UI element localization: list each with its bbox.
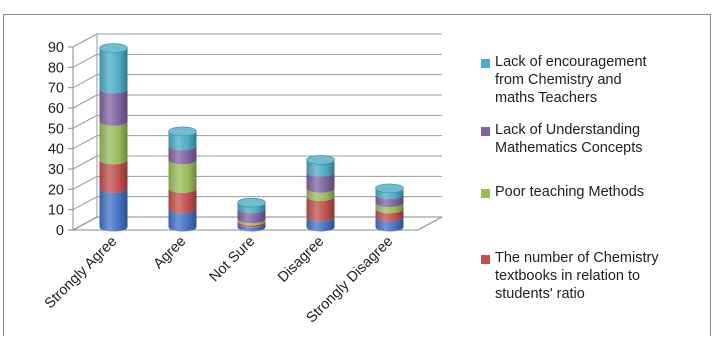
bar-segment	[375, 208, 404, 222]
bar-segment	[237, 218, 266, 226]
y-tick-label: 90	[48, 40, 64, 56]
legend-swatch-encouragement	[481, 59, 490, 68]
gridline-side	[72, 135, 98, 150]
x-tick-label: Agree	[151, 234, 190, 273]
gridline-side	[72, 175, 98, 190]
bar-segment	[168, 131, 197, 151]
bar-segment	[99, 159, 128, 193]
bar-segment	[306, 188, 335, 201]
gridline-side	[72, 53, 98, 68]
bar-segment	[237, 222, 266, 232]
y-tick-label: 60	[48, 101, 64, 117]
legend-label-teaching-methods: Poor teaching Methods	[495, 184, 645, 200]
bar-segment	[375, 202, 404, 214]
bar-segment	[306, 172, 335, 193]
legend-swatch-math-concepts	[481, 127, 490, 136]
legend-label-math-concepts: Lack of Understanding Mathematics Concep…	[495, 122, 643, 156]
chart-floor	[72, 216, 443, 231]
bar-segment	[237, 220, 266, 228]
bar-cap	[306, 155, 335, 165]
gridline-side	[72, 33, 98, 48]
bar-segment	[375, 188, 404, 199]
bar-segment	[237, 202, 266, 214]
bar-segment	[168, 145, 197, 165]
bar-segment	[168, 159, 197, 193]
y-tick-label: 0	[56, 223, 64, 239]
x-tick-label: Not Sure	[207, 234, 259, 286]
y-tick-label: 70	[48, 81, 64, 97]
bar-segment	[375, 194, 404, 208]
y-tick-label: 80	[48, 60, 64, 76]
bar-segment	[306, 196, 335, 222]
bar-segment	[168, 188, 197, 214]
x-tick-label: Strongly Agree	[42, 234, 121, 313]
bar-segment	[237, 208, 266, 224]
bar-segment	[306, 216, 335, 232]
y-tick-label: 10	[48, 203, 64, 219]
y-tick-label: 30	[48, 162, 64, 178]
gridline-side	[72, 155, 98, 170]
bar-segment	[99, 188, 128, 232]
gridline-side	[72, 74, 98, 89]
y-tick-label: 40	[48, 142, 64, 158]
legend-swatch-textbooks-ratio	[481, 255, 490, 264]
y-tick-label: 20	[48, 182, 64, 198]
bar-cap	[168, 126, 197, 137]
gridline-side	[72, 114, 98, 129]
bar-segment	[168, 208, 197, 232]
legend-swatch-teaching-methods	[481, 189, 490, 198]
chart-frame	[3, 14, 711, 336]
legend-label-encouragement: Lack of encouragement from Chemistry and…	[495, 54, 647, 106]
bar-cap	[237, 197, 266, 208]
y-tick-label: 50	[48, 121, 64, 137]
x-tick-label: Disagree	[275, 234, 327, 286]
bar-segment	[99, 121, 128, 165]
bar-cap	[99, 43, 128, 53]
gridline-side	[72, 94, 98, 109]
bar-segment	[99, 48, 128, 94]
gridline-side	[72, 196, 98, 211]
bar-segment	[375, 216, 404, 232]
legend-label-textbooks-ratio: The number of Chemistry textbooks in rel…	[495, 250, 659, 302]
bar-cap	[375, 183, 404, 194]
bar-segment	[99, 88, 128, 126]
